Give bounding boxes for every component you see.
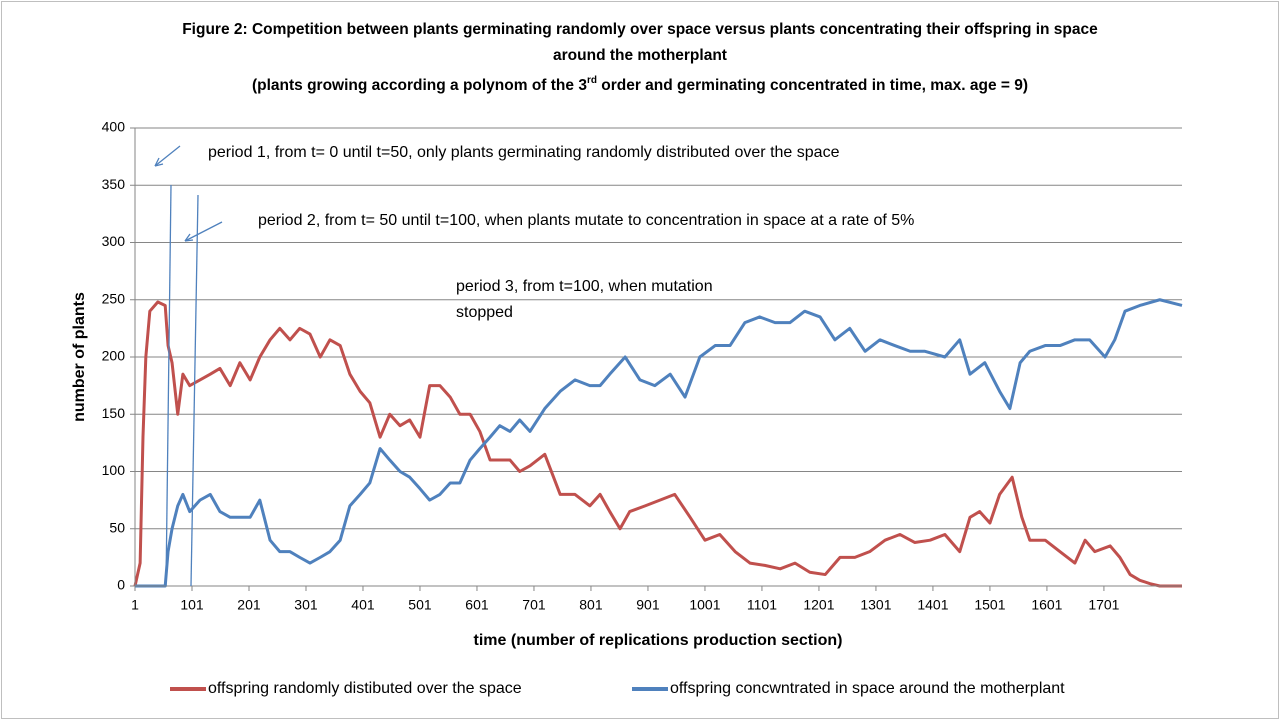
arrow [184,221,223,242]
x-tick-label: 1001 [689,597,720,613]
x-tick-label: 101 [180,597,204,613]
x-tick-label: 1501 [974,597,1005,613]
y-axis-label: number of plants [71,292,88,422]
subtitle-superscript: rd [587,75,597,86]
period-line [190,194,199,587]
arrowhead [184,233,194,242]
y-tick-label: 400 [102,119,126,135]
y-tick-label: 50 [109,519,125,535]
arrowhead [154,157,164,167]
x-tick-label: 601 [465,597,489,613]
period-line [165,184,172,587]
annotation: stopped [456,304,513,321]
series-line [135,298,1183,588]
annotation: period 1, from t= 0 until t=50, only pla… [208,144,840,161]
y-tick-label: 0 [117,577,125,593]
y-tick-label: 150 [102,405,126,421]
x-tick-label: 1 [131,597,139,613]
legend-label: offspring concwntrated in space around t… [670,680,1065,697]
x-tick-label: 1601 [1031,597,1062,613]
annotation: period 3, from t=100, when mutation [456,278,713,295]
y-tick-label: 100 [102,462,126,478]
y-tick-label: 300 [102,233,126,249]
subtitle-part: (plants growing according a polynom of t… [252,77,587,94]
x-tick-label: 1401 [917,597,948,613]
chart-title: around the motherplant [553,47,727,64]
x-tick-label: 201 [237,597,261,613]
x-tick-label: 401 [351,597,375,613]
annotation: period 2, from t= 50 until t=100, when p… [258,212,914,229]
x-tick-label: 1301 [860,597,891,613]
y-tick-label: 250 [102,290,126,306]
x-tick-label: 501 [408,597,432,613]
legend-label: offspring randomly distibuted over the s… [208,680,522,697]
x-tick-label: 301 [294,597,318,613]
x-tick-label: 1201 [803,597,834,613]
annotation-shapes [154,145,223,587]
chart-title: Figure 2: Competition between plants ger… [182,21,1098,38]
y-tick-label: 350 [102,176,126,192]
lines [133,298,1183,588]
x-tick-label: 901 [636,597,660,613]
x-tick-label: 701 [522,597,546,613]
x-tick-label: 801 [579,597,603,613]
x-tick-label: 1701 [1088,597,1119,613]
x-tick-label: 1101 [747,597,777,613]
legend: offspring randomly distibuted over the s… [170,680,1065,697]
arrow [154,145,181,167]
chart-subtitle: (plants growing according a polynom of t… [252,75,1028,94]
y-tick-label: 200 [102,348,126,364]
series-line [133,300,1182,588]
x-axis-label: time (number of replications production … [474,632,843,649]
subtitle-part: order and germinating concentrated in ti… [597,77,1028,94]
